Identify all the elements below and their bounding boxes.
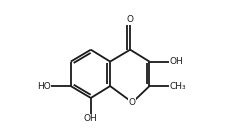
Text: OH: OH (170, 57, 183, 66)
Text: OH: OH (84, 114, 98, 123)
Text: CH₃: CH₃ (170, 82, 186, 91)
Text: O: O (129, 98, 136, 107)
Text: O: O (127, 15, 134, 24)
Text: HO: HO (37, 82, 51, 91)
